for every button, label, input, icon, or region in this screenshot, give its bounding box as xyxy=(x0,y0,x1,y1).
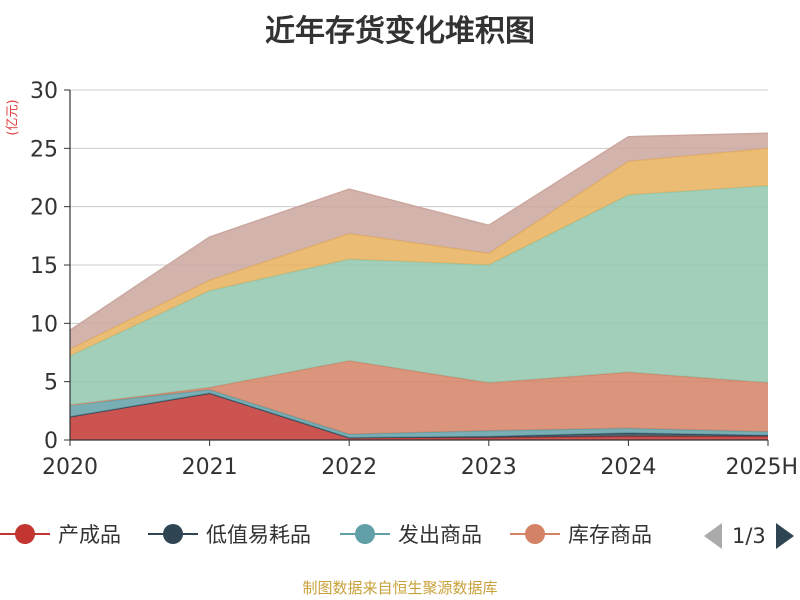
data-source-note: 制图数据来自恒生聚源数据库 xyxy=(302,579,498,597)
area-series-5 xyxy=(70,148,768,356)
legend-marker-icon xyxy=(148,520,198,548)
area-series-2 xyxy=(70,389,768,438)
x-tick-label: 2021 xyxy=(182,455,238,480)
legend-marker-icon xyxy=(340,520,390,548)
legend-pager: 1/3 xyxy=(700,518,800,554)
axes: 0 5 10 15 20 25 30 2020 2021 2022 2023 2024 2025H xyxy=(30,79,798,480)
x-tick-label: 2023 xyxy=(461,455,517,480)
y-tick-label: 0 xyxy=(44,429,58,454)
legend: 产成品 低值易耗品 发出商品 库存商品 xyxy=(0,512,700,556)
area-series-line-6 xyxy=(69,132,769,331)
legend-item[interactable]: 产成品 xyxy=(0,520,121,548)
x-tick-label: 2020 xyxy=(42,455,98,480)
legend-label: 发出商品 xyxy=(398,523,482,547)
legend-item[interactable]: 发出商品 xyxy=(340,520,482,548)
area-series-4 xyxy=(70,185,768,405)
legend-marker-icon xyxy=(510,520,560,548)
legend-item[interactable]: 库存商品 xyxy=(510,520,652,548)
y-tick-label: 10 xyxy=(30,312,58,337)
legend-item[interactable]: 低值易耗品 xyxy=(148,520,311,548)
x-tick-label: 2024 xyxy=(600,455,656,480)
legend-label: 库存商品 xyxy=(568,523,652,547)
x-tick-label: 2022 xyxy=(321,455,377,480)
y-tick-label: 25 xyxy=(30,137,58,162)
x-tick-label: 2025H xyxy=(725,455,798,480)
legend-page-indicator: 1/3 xyxy=(732,524,766,548)
y-tick-label: 5 xyxy=(44,371,58,396)
legend-label: 低值易耗品 xyxy=(206,523,311,547)
legend-marker-icon xyxy=(0,520,50,548)
area-series-6 xyxy=(70,133,768,349)
area-layers xyxy=(69,132,769,440)
y-tick-label: 20 xyxy=(30,196,58,221)
legend-next-icon[interactable] xyxy=(775,523,794,549)
legend-label: 产成品 xyxy=(58,523,121,547)
chart-title: 近年存货变化堆积图 xyxy=(265,14,535,49)
legend-prev-icon[interactable] xyxy=(704,523,722,549)
area-series-3 xyxy=(70,360,768,435)
y-tick-label: 30 xyxy=(30,79,58,104)
y-tick-label: 15 xyxy=(30,254,58,279)
